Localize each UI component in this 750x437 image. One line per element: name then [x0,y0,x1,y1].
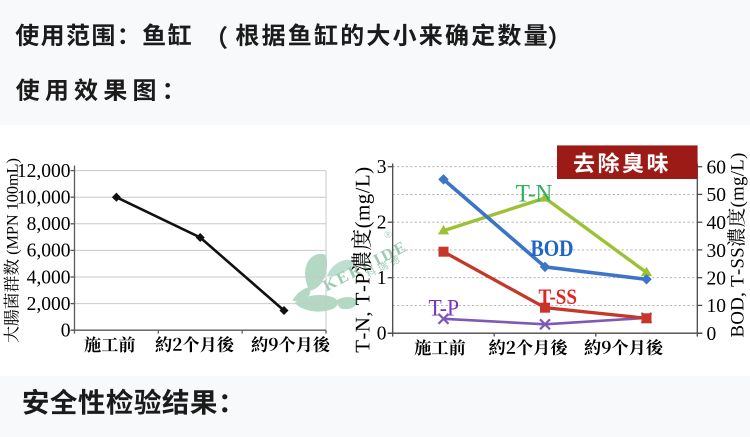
svg-text:1: 1 [377,268,387,289]
svg-text:2,000: 2,000 [27,294,71,315]
svg-text:0: 0 [707,324,717,345]
svg-text:10: 10 [707,296,727,317]
svg-text:0: 0 [377,324,387,345]
svg-text:2: 2 [377,213,387,234]
svg-text:0: 0 [61,321,71,342]
svg-text:20: 20 [707,269,727,290]
svg-text:10,000: 10,000 [17,188,71,209]
svg-text:40: 40 [707,213,727,234]
svg-text:12,000: 12,000 [17,161,71,182]
svg-text:BOD: BOD [531,236,574,261]
svg-text:3: 3 [377,157,387,178]
svg-text:6,000: 6,000 [27,241,71,262]
svg-text:T-SS: T-SS [539,284,578,309]
svg-text:T-P: T-P [429,296,460,321]
svg-text:50: 50 [707,185,727,206]
svg-text:60: 60 [707,158,727,179]
svg-text:4,000: 4,000 [27,267,71,288]
svg-text:®: ® [384,230,392,241]
svg-text:30: 30 [707,241,727,262]
svg-text:T-N: T-N [516,181,553,208]
svg-text:8,000: 8,000 [27,214,71,235]
